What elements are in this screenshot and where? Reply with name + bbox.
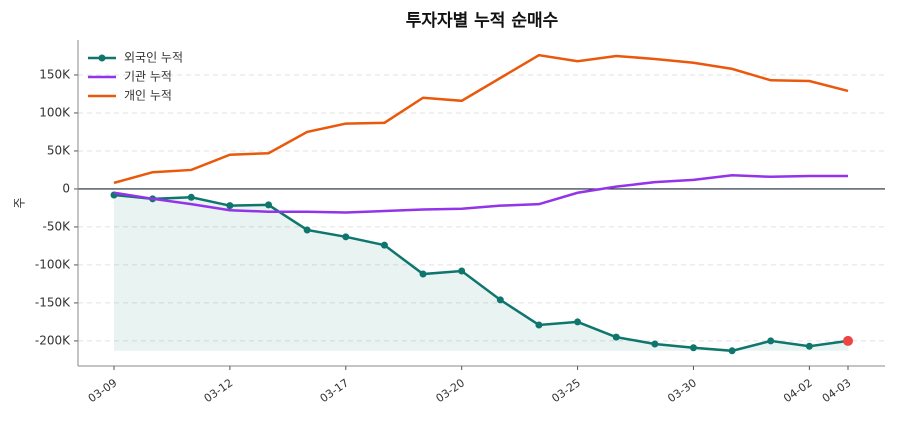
y-axis-label: 주 (13, 197, 27, 208)
data-point (574, 318, 582, 326)
y-tick-label: -50K (43, 219, 72, 233)
series-line (113, 53, 849, 185)
data-point (458, 267, 466, 275)
data-point (226, 202, 234, 210)
y-tick-label: 50K (47, 143, 71, 157)
y-tick-label: 150K (39, 67, 71, 81)
data-point (303, 226, 311, 234)
area-fill (114, 195, 848, 351)
x-tick-label: 03-17 (318, 376, 352, 405)
data-point (767, 337, 775, 345)
legend-label: 기관 누적 (124, 70, 172, 84)
data-point (805, 342, 813, 350)
data-point (380, 241, 388, 249)
data-point (612, 333, 620, 341)
data-point (187, 193, 195, 201)
x-tick-label: 03-12 (202, 376, 236, 405)
x-tick-label: 03-09 (86, 376, 120, 405)
data-point (728, 347, 736, 355)
legend-label: 외국인 누적 (124, 51, 183, 65)
x-tick-label: 04-02 (781, 376, 815, 405)
chart-title: 투자자별 누적 순매수 (406, 11, 559, 31)
series-line (113, 174, 848, 214)
data-point (419, 270, 427, 278)
x-tick-label: 04-03 (820, 376, 854, 405)
y-tick-label: -200K (35, 333, 71, 347)
data-point (496, 296, 504, 304)
x-tick-label: 03-20 (433, 376, 467, 405)
data-point (689, 344, 697, 352)
data-point (651, 340, 659, 348)
x-tick-label: 03-30 (665, 376, 699, 405)
series-line (113, 193, 849, 353)
data-point (843, 335, 853, 346)
legend-label: 개인 누적 (124, 89, 172, 103)
legend-marker (98, 54, 106, 62)
y-tick-label: 0 (62, 181, 70, 195)
y-tick-label: -100K (35, 257, 71, 271)
data-point (535, 321, 543, 329)
x-tick-label: 03-25 (549, 376, 583, 405)
data-point (265, 201, 273, 209)
y-tick-label: 100K (39, 105, 71, 119)
data-point (342, 233, 350, 241)
y-tick-label: -150K (35, 295, 71, 309)
